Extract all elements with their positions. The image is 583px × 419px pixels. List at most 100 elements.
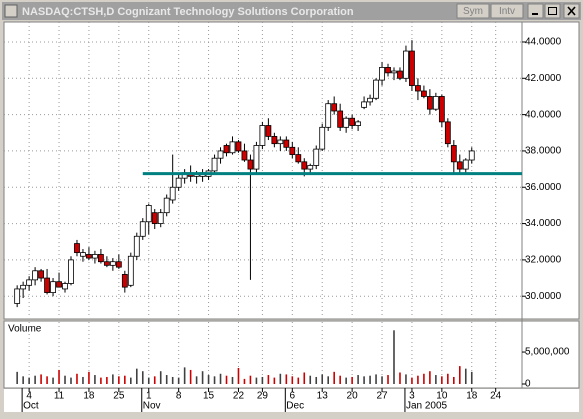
volume-bar [441,376,443,384]
volume-bar [381,376,383,384]
volume-bar [70,377,72,384]
x-tick-label: 22 [233,391,245,402]
volume-bar [291,376,294,384]
volume-bar [112,374,114,384]
candle-body [115,261,122,268]
volume-bar [333,371,335,384]
volume-bar [124,375,126,384]
x-tick-label: 11 [54,391,65,402]
volume-bar [46,376,48,384]
candle-body [456,161,463,170]
volume-bar [130,377,132,384]
candle-body [259,125,266,146]
minimize-button[interactable] [527,3,544,19]
volume-bar [375,374,377,384]
volume-bar [297,377,300,384]
x-tick-label: 25 [113,391,125,402]
candle-body [403,50,409,79]
sym-button[interactable] [456,3,490,19]
volume-bar [453,376,455,384]
y-tick-label: 38.0000 [525,146,562,157]
candle-body [277,139,284,145]
x-tick-label: 4 [26,391,32,402]
candle-body [349,117,356,126]
x-tick-label: 24 [490,391,502,402]
sym-label: Sym [463,6,483,17]
volume-bar [76,373,78,384]
volume-bar [273,377,276,384]
candle-body [121,274,128,288]
candle-body [337,110,344,128]
volume-bar [171,376,174,384]
app-icon [4,4,18,18]
candle-body [14,288,21,304]
candle-body [385,66,391,74]
volume-bar [249,375,252,384]
volume-bar [16,371,18,384]
candle-body [283,139,290,148]
volume-bar [207,375,210,384]
intv-button[interactable] [490,3,524,19]
candle-body [157,212,164,224]
volume-bar [141,371,144,384]
x-tick-label: 6 [290,391,296,402]
volume-bar [165,375,168,384]
candle-body [450,145,457,163]
candle-body [145,205,152,223]
candle-body [307,165,314,170]
candle-body [217,150,224,159]
candle-body [301,161,308,170]
candle-body [109,261,116,266]
volume-bar [417,375,419,384]
close-icon [567,6,576,16]
candle-body [253,145,260,170]
candle-body [86,254,92,259]
volume-bar [195,376,198,384]
candle-body [373,79,379,99]
candle-body [211,157,218,172]
x-tick-label: 29 [257,391,269,402]
candle-body [175,177,182,188]
candle-body [343,117,350,128]
volume-bar [399,372,401,384]
y-tick-label: 32.0000 [525,255,562,266]
volume-bar [464,368,467,384]
volume-bar [321,374,324,384]
volume-bar [118,376,120,384]
candle-body [98,254,104,263]
candle-body [229,141,236,154]
x-tick-label: 18 [83,391,95,402]
volume-bar [267,375,270,384]
candle-body [80,252,86,257]
month-label: Jan 2005 [406,401,448,412]
candle-body [56,281,62,288]
candle-body [313,148,320,166]
candle-body [468,150,475,161]
volume-bar [351,376,353,384]
volume-bar [100,377,102,384]
volume-bar [58,369,60,384]
volume-bar [52,377,54,384]
volume-bar [219,373,222,384]
volume-bar [34,375,36,384]
volume-bar [315,376,318,384]
y-tick-label: 34.0000 [525,218,562,229]
candle-body [127,255,134,286]
candle-body [355,121,362,126]
volume-bar [40,374,42,384]
volume-bar [237,368,240,384]
candle-body [319,126,326,150]
volume-bar [309,375,312,384]
volume-bar [393,330,395,384]
candle-body [26,279,33,286]
candle-body [367,97,373,103]
volume-bar [327,376,329,384]
candle-body [295,154,302,163]
maximize-button[interactable] [544,3,561,19]
volume-bar [177,377,180,384]
candle-body [151,212,158,224]
candle-body [271,136,278,145]
volume-bar [213,376,216,384]
volume-bar [285,374,288,384]
